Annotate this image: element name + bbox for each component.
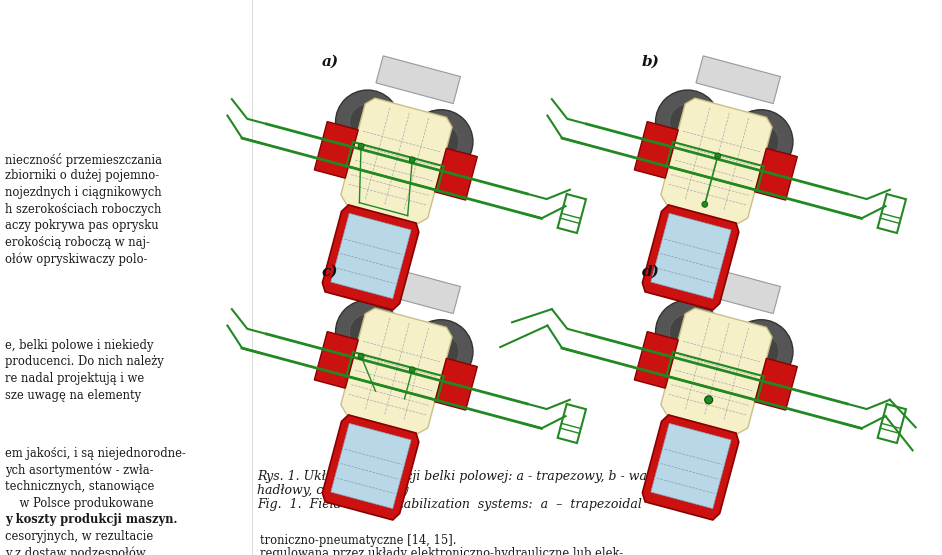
Text: erokością roboczą w naj-: erokością roboczą w naj- (5, 236, 150, 249)
Circle shape (729, 320, 793, 384)
Text: Fig.  1.  Field  beam  stabilization  systems:  a  –  trapezoidal: Fig. 1. Field beam stabilization systems… (257, 498, 642, 511)
Circle shape (743, 334, 779, 370)
Circle shape (743, 124, 779, 160)
Polygon shape (331, 214, 411, 299)
Polygon shape (376, 56, 461, 104)
Text: cesoryjnych, w rezultacie: cesoryjnych, w rezultacie (5, 530, 153, 543)
Text: d): d) (642, 265, 659, 279)
Polygon shape (696, 266, 781, 314)
Polygon shape (435, 359, 478, 410)
Text: a): a) (321, 55, 338, 69)
Polygon shape (315, 331, 358, 388)
Polygon shape (376, 266, 461, 314)
Circle shape (358, 143, 364, 149)
Circle shape (358, 353, 364, 359)
Circle shape (656, 300, 720, 364)
Polygon shape (435, 148, 478, 200)
Text: zbiorniki o dużej pojemno-: zbiorniki o dużej pojemno- (5, 169, 159, 182)
Text: em jakości, i są niejednorodne-: em jakości, i są niejednorodne- (5, 447, 186, 460)
Circle shape (670, 314, 706, 350)
Text: nieczność przemieszczania: nieczność przemieszczania (5, 153, 162, 166)
Circle shape (409, 157, 415, 163)
Polygon shape (755, 359, 797, 410)
Text: regulowaną przez układy elektroniczno-hydrauliczne lub elek-: regulowaną przez układy elektroniczno-hy… (260, 547, 624, 555)
Text: ych asortymentów - zwła-: ych asortymentów - zwła- (5, 463, 154, 477)
Polygon shape (315, 122, 358, 178)
Polygon shape (651, 214, 731, 299)
Circle shape (656, 90, 720, 154)
Polygon shape (696, 56, 781, 104)
Circle shape (349, 104, 385, 140)
Text: technicznych, stanowiące: technicznych, stanowiące (5, 480, 154, 493)
Circle shape (335, 90, 399, 154)
Text: y koszty produkcji maszyn.: y koszty produkcji maszyn. (5, 513, 177, 526)
Polygon shape (634, 331, 678, 388)
Circle shape (423, 124, 459, 160)
Text: b): b) (642, 55, 659, 69)
Text: e, belki polowe i niekiedy: e, belki polowe i niekiedy (5, 339, 154, 351)
Circle shape (423, 334, 459, 370)
Text: w Polsce produkowane: w Polsce produkowane (5, 497, 154, 509)
Circle shape (335, 300, 399, 364)
Circle shape (349, 314, 385, 350)
Polygon shape (642, 205, 739, 310)
Circle shape (409, 367, 415, 373)
Text: Rys. 1. Układy stabilizacji belki polowej: a - trapezowy, b - wa-: Rys. 1. Układy stabilizacji belki polowe… (257, 470, 652, 483)
Polygon shape (322, 415, 419, 520)
Circle shape (729, 110, 793, 174)
Polygon shape (322, 205, 419, 310)
Polygon shape (331, 423, 411, 508)
Text: hadłowy, c i d - aktywny: hadłowy, c i d - aktywny (257, 484, 409, 497)
Text: nojezdnych i ciągnikowych: nojezdnych i ciągnikowych (5, 186, 161, 199)
Polygon shape (661, 308, 772, 433)
Text: aczy pokrywa pas oprysku: aczy pokrywa pas oprysku (5, 219, 158, 232)
Text: troniczno-pneumatyczne [14, 15].: troniczno-pneumatyczne [14, 15]. (260, 534, 457, 547)
Circle shape (715, 153, 721, 159)
Text: sze uwagę na elementy: sze uwagę na elementy (5, 388, 141, 401)
Text: h szerokościach roboczych: h szerokościach roboczych (5, 203, 161, 215)
Polygon shape (642, 415, 739, 520)
Polygon shape (755, 148, 797, 200)
Circle shape (409, 320, 473, 384)
Text: y z dostaw podzespołów: y z dostaw podzespołów (5, 547, 145, 555)
Circle shape (702, 201, 707, 208)
Polygon shape (341, 98, 452, 224)
Polygon shape (661, 98, 772, 224)
Polygon shape (634, 122, 678, 178)
Text: re nadal projektują i we: re nadal projektują i we (5, 372, 144, 385)
Circle shape (409, 110, 473, 174)
Text: c): c) (321, 265, 338, 279)
Circle shape (705, 396, 713, 404)
Polygon shape (341, 308, 452, 433)
Text: ołów opryskiwaczy polo-: ołów opryskiwaczy polo- (5, 253, 147, 266)
Circle shape (670, 104, 706, 140)
Polygon shape (651, 423, 731, 508)
Text: producenci. Do nich należy: producenci. Do nich należy (5, 355, 164, 368)
